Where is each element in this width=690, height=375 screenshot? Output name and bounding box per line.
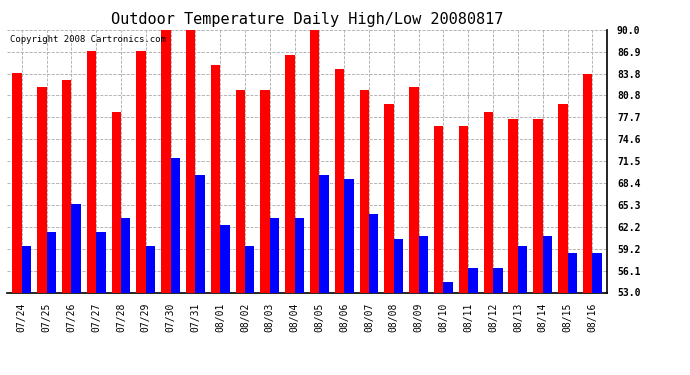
Bar	[220, 225, 230, 292]
Bar	[186, 30, 195, 292]
Bar	[235, 90, 245, 292]
Bar	[112, 112, 121, 292]
Bar	[62, 80, 71, 292]
Bar	[369, 214, 379, 292]
Bar	[71, 204, 81, 292]
Bar	[211, 66, 220, 292]
Bar	[484, 112, 493, 292]
Bar	[518, 246, 527, 292]
Bar	[170, 158, 180, 292]
Bar	[270, 218, 279, 292]
Bar	[543, 236, 552, 292]
Bar	[434, 126, 444, 292]
Bar	[533, 118, 543, 292]
Bar	[409, 87, 419, 292]
Bar	[567, 254, 577, 292]
Bar	[583, 74, 592, 292]
Bar	[146, 246, 155, 292]
Bar	[394, 239, 403, 292]
Bar	[96, 232, 106, 292]
Text: Copyright 2008 Cartronics.com: Copyright 2008 Cartronics.com	[10, 35, 166, 44]
Bar	[195, 176, 205, 292]
Bar	[384, 105, 394, 292]
Bar	[335, 69, 344, 292]
Bar	[592, 254, 602, 292]
Bar	[319, 176, 329, 292]
Bar	[493, 268, 502, 292]
Bar	[47, 232, 56, 292]
Bar	[22, 246, 31, 292]
Bar	[245, 246, 255, 292]
Bar	[359, 90, 369, 292]
Bar	[137, 51, 146, 292]
Bar	[469, 268, 477, 292]
Bar	[509, 118, 518, 292]
Bar	[295, 218, 304, 292]
Bar	[444, 282, 453, 292]
Bar	[419, 236, 428, 292]
Bar	[260, 90, 270, 292]
Bar	[12, 73, 22, 292]
Bar	[87, 51, 96, 292]
Title: Outdoor Temperature Daily High/Low 20080817: Outdoor Temperature Daily High/Low 20080…	[111, 12, 503, 27]
Bar	[558, 105, 567, 292]
Bar	[37, 87, 47, 292]
Bar	[459, 126, 469, 292]
Bar	[310, 30, 319, 292]
Bar	[161, 30, 170, 292]
Bar	[285, 55, 295, 292]
Bar	[344, 179, 354, 292]
Bar	[121, 218, 130, 292]
